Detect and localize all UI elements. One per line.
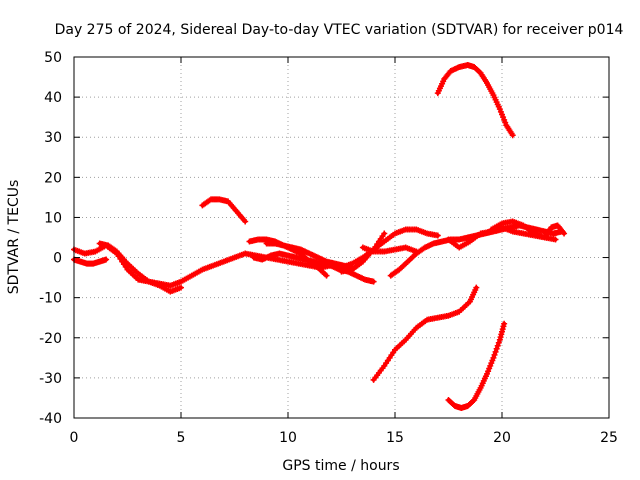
data-point: [434, 232, 441, 239]
x-tick-label: 15: [386, 430, 404, 446]
data-point: [103, 256, 110, 263]
axis-ticks: [73, 56, 610, 419]
y-tick-labels: -40 -30 -20 -10 0 10 20 30 40 50: [39, 50, 62, 427]
data-series: [370, 226, 441, 253]
x-tick-label: 10: [279, 430, 297, 446]
y-tick-label: 40: [44, 90, 62, 106]
grid: [74, 57, 609, 418]
data-point: [178, 284, 184, 291]
data-series: [199, 196, 249, 225]
data-series: [541, 222, 568, 241]
y-axis-label: SDTVAR / TECUs: [6, 180, 22, 295]
plot-frame: [73, 56, 610, 419]
chart-title: Day 275 of 2024, Sidereal Day-to-day VTE…: [55, 22, 624, 38]
x-axis-label: GPS time / hours: [282, 458, 399, 474]
y-tick-label: 10: [44, 210, 62, 226]
y-tick-label: 50: [44, 50, 62, 66]
data-series: [71, 256, 110, 267]
data-series: [96, 240, 184, 295]
data-series: [445, 320, 508, 411]
data-point: [490, 354, 497, 361]
data-series: [434, 62, 516, 139]
y-tick-label: -20: [39, 331, 62, 347]
data-point: [470, 397, 477, 404]
y-tick-label: -10: [39, 291, 62, 307]
data-point: [552, 236, 559, 243]
data-point: [561, 230, 568, 237]
y-tick-label: -40: [39, 411, 62, 427]
data-point: [493, 345, 500, 352]
data-series: [263, 240, 356, 271]
y-tick-label: 30: [44, 130, 62, 146]
data-point: [381, 230, 388, 237]
y-tick-label: -30: [39, 371, 62, 387]
data-point: [495, 339, 502, 346]
data-series-group: [71, 62, 568, 411]
data-point: [370, 278, 377, 285]
data-point: [242, 218, 249, 225]
data-point: [494, 342, 501, 349]
data-point: [509, 132, 516, 139]
data-point: [491, 351, 498, 358]
data-point: [492, 348, 499, 355]
x-tick-label: 0: [70, 430, 79, 446]
x-tick-label: 25: [600, 430, 618, 446]
x-tick-label: 20: [493, 430, 511, 446]
series-line: [371, 285, 479, 382]
data-point: [323, 272, 330, 279]
data-series: [370, 284, 480, 383]
x-tick-label: 5: [177, 430, 186, 446]
data-point: [501, 320, 508, 327]
x-tick-labels: 0 5 10 15 20 25: [70, 430, 618, 446]
y-tick-label: 20: [44, 170, 62, 186]
data-series: [445, 228, 495, 251]
y-tick-label: 0: [53, 251, 62, 267]
data-point: [473, 284, 480, 291]
